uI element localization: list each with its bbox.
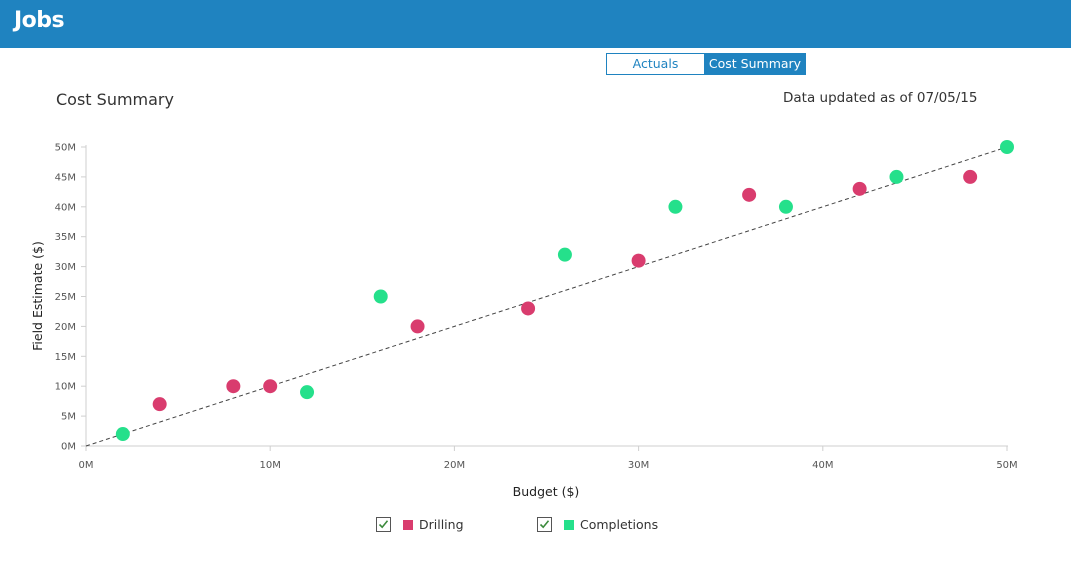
cost-summary-tab[interactable]: Cost Summary <box>705 53 806 75</box>
x-tick-label: 0M <box>79 460 94 471</box>
data-points <box>115 140 1014 442</box>
data-point-completions <box>778 199 793 214</box>
data-point-drilling <box>852 181 867 196</box>
data-point-drilling <box>521 301 536 316</box>
x-tick-label: 10M <box>260 460 281 471</box>
y-tick-label: 50M <box>55 143 76 154</box>
y-tick-label: 15M <box>55 352 76 363</box>
view-toggle: Actuals Cost Summary <box>606 53 806 75</box>
y-tick-label: 0M <box>61 442 76 453</box>
check-icon <box>378 520 389 529</box>
check-icon <box>539 520 550 529</box>
drilling-checkbox[interactable] <box>376 517 391 532</box>
y-tick-label: 35M <box>55 232 76 243</box>
data-point-completions <box>1000 140 1014 154</box>
x-tick-label: 30M <box>628 460 649 471</box>
drilling-swatch <box>403 519 413 530</box>
chart-legend: Drilling Completions <box>0 517 1071 539</box>
legend-item-completions[interactable]: Completions <box>537 517 658 532</box>
data-point-drilling <box>263 379 278 394</box>
page-title: Jobs <box>14 8 65 33</box>
data-point-drilling <box>631 253 646 268</box>
y-tick-label: 10M <box>55 382 76 393</box>
x-tick-label: 40M <box>812 460 833 471</box>
legend-label-drilling: Drilling <box>419 517 464 532</box>
data-point-completions <box>373 289 388 304</box>
y-tick-label: 5M <box>61 412 76 423</box>
axes: 0M 5M 10M 15M 20M 25M 30M 35M 40M 45M 50M 0M 10M 20M 3… <box>55 143 1018 472</box>
y-tick-label: 25M <box>55 292 76 303</box>
data-point-drilling <box>742 187 757 202</box>
data-point-drilling <box>152 397 167 412</box>
y-tick-label: 20M <box>55 322 76 333</box>
data-point-completions <box>889 169 904 184</box>
y-tick-label: 45M <box>55 172 76 183</box>
data-point-completions <box>557 247 572 262</box>
x-tick-label: 20M <box>444 460 465 471</box>
reference-diagonal-line <box>85 146 1008 447</box>
data-point-completions <box>115 427 130 442</box>
data-updated-text: Data updated as of 07/05/15 <box>783 90 978 106</box>
data-point-drilling <box>963 169 978 184</box>
data-point-drilling <box>410 319 425 334</box>
actuals-tab[interactable]: Actuals <box>606 53 705 75</box>
y-axis-title: Field Estimate ($) <box>30 241 45 351</box>
legend-item-drilling[interactable]: Drilling <box>376 517 464 532</box>
data-point-drilling <box>226 379 241 394</box>
y-tick-label: 40M <box>55 202 76 213</box>
x-axis-title: Budget ($) <box>513 484 580 499</box>
app-header: Jobs <box>0 0 1071 48</box>
completions-swatch <box>564 519 574 530</box>
completions-checkbox[interactable] <box>537 517 552 532</box>
x-tick-label: 50M <box>996 460 1017 471</box>
chart-title: Cost Summary <box>56 90 174 109</box>
legend-label-completions: Completions <box>580 517 659 532</box>
y-tick-label: 30M <box>55 262 76 273</box>
data-point-completions <box>300 385 315 400</box>
data-point-completions <box>668 199 683 214</box>
